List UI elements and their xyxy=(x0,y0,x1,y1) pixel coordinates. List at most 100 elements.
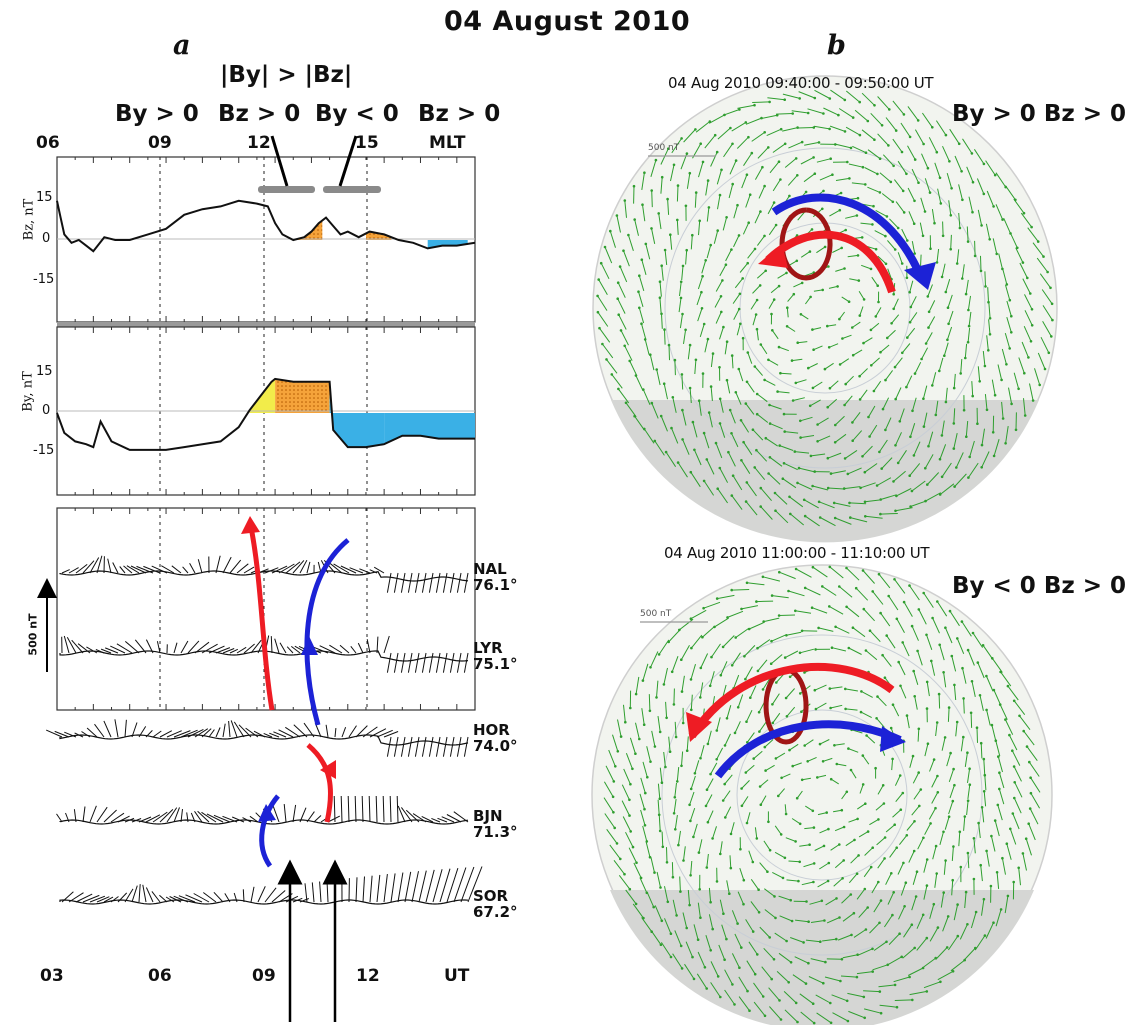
vec-top-h975 xyxy=(596,294,599,298)
vec-bottom-h589 xyxy=(851,626,855,629)
vec-top-h633 xyxy=(927,444,930,448)
vec-bottom-v188 xyxy=(786,706,796,717)
vec-top-h465 xyxy=(829,157,832,160)
station-vector-3-328 xyxy=(327,815,341,823)
vec-bottom-h21 xyxy=(842,825,846,829)
vec-top-h557 xyxy=(663,248,667,252)
vec-bottom-v1038 xyxy=(961,621,972,637)
vec-bottom-h87 xyxy=(881,784,885,787)
vec-top-h799 xyxy=(681,438,684,441)
station-vector-0-125 xyxy=(119,566,126,574)
vec-bottom-h359 xyxy=(788,675,792,679)
vec-bottom-v198 xyxy=(860,711,872,719)
vec-top-h1081 xyxy=(980,466,983,469)
vec-top-v150 xyxy=(859,389,868,400)
vec-bottom-h645 xyxy=(856,953,859,956)
vec-top-v430 xyxy=(687,345,691,360)
vec-bottom-h199 xyxy=(859,710,863,714)
vec-bottom-h321 xyxy=(757,911,761,914)
vec-bottom-v1082 xyxy=(974,935,986,951)
vec-bottom-h1031 xyxy=(908,584,911,587)
vec-bottom-v72 xyxy=(789,743,799,751)
vec-top-h133 xyxy=(874,247,878,251)
vec-bottom-v34 xyxy=(792,762,802,767)
vec-bottom-h731 xyxy=(938,643,941,647)
station-vector-2-286 xyxy=(273,731,287,738)
vec-bottom-h57 xyxy=(808,843,811,846)
vec-bottom-v20 xyxy=(834,826,845,832)
vec-top-v734 xyxy=(968,196,973,213)
vec-top-h249 xyxy=(719,295,723,298)
station-vector-0-146 xyxy=(130,565,147,574)
vec-bottom-v930 xyxy=(878,984,896,988)
vec-top-v1084 xyxy=(954,473,967,487)
vec-bottom-v742 xyxy=(991,724,997,741)
vec-top-h817 xyxy=(617,313,620,317)
vec-bottom-v876 xyxy=(944,627,953,644)
vec-bottom-h535 xyxy=(711,927,714,931)
vec-bottom-v306 xyxy=(858,907,869,918)
vec-bottom-h227 xyxy=(835,897,838,900)
vec-bottom-h111 xyxy=(745,821,749,825)
station-vector-2-69 xyxy=(54,730,70,738)
vec-top-v514 xyxy=(878,439,888,453)
vec-bottom-v782 xyxy=(840,975,857,978)
vec-bottom-h195 xyxy=(829,706,832,710)
vec-top-h523 xyxy=(782,462,786,465)
vec-top-h321 xyxy=(744,402,748,405)
vec-bottom-h1085 xyxy=(974,946,977,950)
station-vector-2-97 xyxy=(86,727,98,738)
vec-top-v778 xyxy=(860,482,876,489)
vec-top-h159 xyxy=(791,399,795,402)
vec-bottom-h857 xyxy=(787,589,790,593)
vec-bottom-v574 xyxy=(744,645,756,657)
vec-bottom-h355 xyxy=(761,688,765,691)
vec-top-v700 xyxy=(723,143,733,158)
vec-top-h55 xyxy=(807,366,810,370)
vec-bottom-v1080 xyxy=(985,922,994,939)
vec-bottom-v528 xyxy=(748,941,758,955)
station-vector-2-335 xyxy=(334,728,337,738)
vec-bottom-v68 xyxy=(765,764,775,772)
vec-bottom-h507 xyxy=(935,872,938,875)
vec-bottom-v6 xyxy=(805,805,814,812)
vec-bottom-h439 xyxy=(673,796,677,799)
vec-bottom-v78 xyxy=(834,743,845,746)
vec-top-h349 xyxy=(736,203,739,207)
vec-top-v156 xyxy=(809,399,821,407)
vec-top-v980 xyxy=(604,246,613,264)
station-vector-1-412 xyxy=(407,652,413,673)
vec-bottom-v580 xyxy=(786,631,802,636)
vec-top-v926 xyxy=(896,488,912,497)
vec-bottom-v254 xyxy=(716,747,724,760)
vec-top-h617 xyxy=(988,333,992,336)
vec-bottom-v340 xyxy=(694,760,700,774)
vec-top-v902 xyxy=(1021,341,1029,358)
vec-bottom-h7 xyxy=(811,809,815,813)
vec-top-v614 xyxy=(988,303,991,319)
vec-bottom-v22 xyxy=(819,828,829,834)
vec-top-v1082 xyxy=(967,462,979,478)
vec-top-v244 xyxy=(719,326,724,340)
vec-bottom-h537 xyxy=(699,916,702,919)
vec-top-h1051 xyxy=(1036,240,1040,243)
vec-bottom-h379 xyxy=(935,721,939,724)
station-vector-3-209 xyxy=(197,810,210,823)
vec-top-v972 xyxy=(597,311,609,327)
vec-top-h1097 xyxy=(864,515,867,518)
vec-top-h941 xyxy=(788,495,791,499)
vec-top-h239 xyxy=(737,367,741,371)
vec-top-h667 xyxy=(662,382,666,386)
vec-top-v490 xyxy=(965,279,969,295)
vec-bottom-h377 xyxy=(925,707,929,710)
vec-top-v550 xyxy=(659,297,662,313)
vec-bottom-v734 xyxy=(962,668,967,684)
vec-bottom-v160 xyxy=(786,879,799,882)
vec-bottom-v720 xyxy=(863,608,875,622)
vec-bottom-h43 xyxy=(849,768,853,772)
vec-top-h785 xyxy=(811,484,814,488)
vec-top-v222 xyxy=(852,411,861,423)
vec-top-v262 xyxy=(767,202,775,215)
mlt-axis-label: MLT xyxy=(429,133,466,153)
vec-bottom-v906 xyxy=(1006,843,1012,860)
